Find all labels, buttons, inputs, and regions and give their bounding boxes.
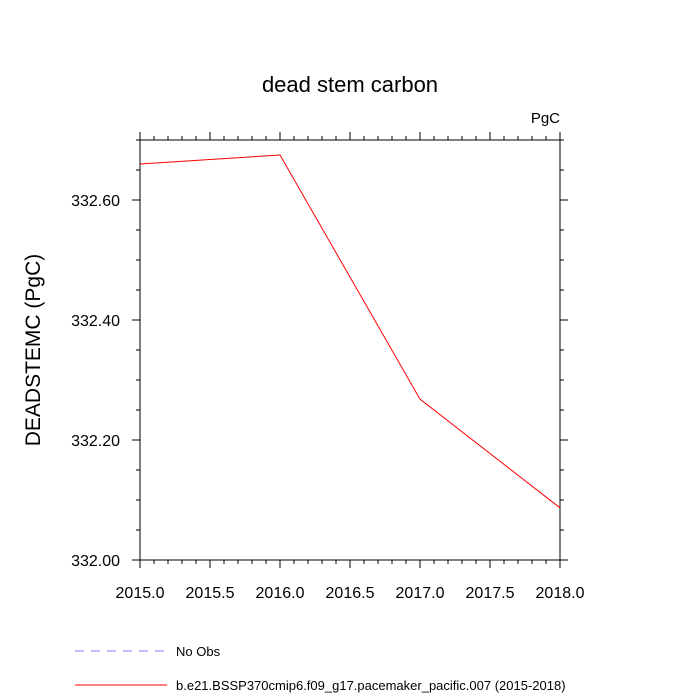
x-tick-label: 2017.5 xyxy=(466,585,515,602)
axis-ticks xyxy=(132,132,568,568)
series-line xyxy=(139,154,561,509)
legend-label: No Obs xyxy=(176,644,221,659)
x-tick-label: 2017.0 xyxy=(396,585,445,602)
x-tick-label: 2016.0 xyxy=(256,585,305,602)
y-tick-label: 332.20 xyxy=(71,433,120,450)
y-tick-label: 332.40 xyxy=(71,313,120,330)
y-tick-label: 332.00 xyxy=(71,553,120,570)
legend-label: b.e21.BSSP370cmip6.f09_g17.pacemaker_pac… xyxy=(176,678,566,693)
y-tick-label: 332.60 xyxy=(71,193,120,210)
units-label: PgC xyxy=(531,110,560,127)
y-axis-label: DEADSTEMC (PgC) xyxy=(22,254,45,447)
legend: No Obs b.e21.BSSP370cmip6.f09_g17.pacemak… xyxy=(75,644,566,693)
x-tick-label: 2016.5 xyxy=(326,585,375,602)
chart-title: dead stem carbon xyxy=(262,72,438,97)
x-tick-label: 2015.5 xyxy=(186,585,235,602)
tick-labels: 2015.0 2015.5 2016.0 2016.5 2017.0 2017.5 2018… xyxy=(71,193,585,602)
plot-frame xyxy=(139,139,561,561)
series-group xyxy=(139,154,561,509)
x-tick-label: 2018.0 xyxy=(536,585,585,602)
x-tick-label: 2015.0 xyxy=(116,585,165,602)
